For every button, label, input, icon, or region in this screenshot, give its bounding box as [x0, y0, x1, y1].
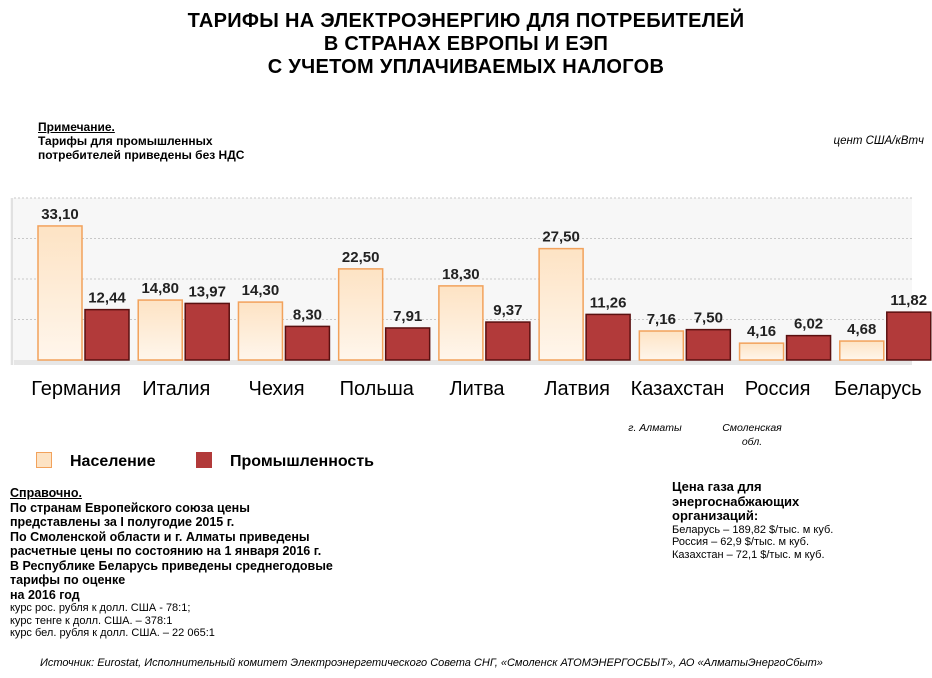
bar-industry-russia [785, 334, 832, 361]
category-label-italy: Италия [142, 378, 210, 400]
bar-population-kazakhstan [638, 330, 685, 361]
gas-heading-line: организаций: [672, 508, 759, 523]
value-label-industry-russia: 6,02 [794, 316, 823, 333]
reference-line: В Республике Беларусь приведены среднего… [10, 558, 333, 573]
reference-line: на 2016 год [10, 587, 80, 602]
reference-line: тарифы по оценке [10, 573, 126, 587]
bar-industry-poland [384, 327, 431, 361]
category-label-russia: Россия [745, 378, 811, 400]
value-label-population-belarus: 4,68 [847, 321, 876, 338]
bar-industry-lithuania [485, 321, 531, 361]
category-labels: Германия Италия Чехия Польша Литва Латвия Каза… [31, 378, 921, 400]
value-label-industry-poland: 7,91 [393, 308, 422, 325]
title-line-2: В СТРАНАХ ЕВРОПЫ И ЕЭП [323, 33, 609, 55]
value-label-population-kazakhstan: 7,16 [647, 311, 676, 328]
gas-prices: Цена газа для энергоснабжающих организац… [672, 479, 922, 561]
value-label-industry-italy: 13,97 [188, 283, 226, 300]
bar-population-poland [337, 268, 384, 361]
note-heading: Примечание. [38, 120, 115, 134]
value-label-population-germany: 33,10 [41, 206, 79, 223]
gas-heading-line: Цена газа для [672, 479, 762, 494]
legend-label-industry: Промышленность [230, 453, 374, 470]
legend-item-population: Население [36, 452, 156, 471]
category-label-poland: Польша [340, 378, 415, 400]
bar-population-russia [738, 342, 785, 361]
city-note-smolensk: Смоленская обл. [712, 421, 792, 449]
value-label-population-latvia: 27,50 [542, 229, 580, 246]
category-label-czechia: Чехия [249, 378, 305, 400]
category-label-germany: Германия [31, 378, 121, 400]
bars [37, 225, 932, 361]
reference-note: Справочно. По странам Европейского союза… [10, 486, 410, 640]
value-label-industry-kazakhstan: 7,50 [694, 310, 723, 327]
gas-heading-line: энергоснабжающих [672, 493, 800, 509]
value-label-industry-czechia: 8,30 [293, 306, 322, 323]
note-line-2: потребителей приведены без НДС [38, 148, 245, 162]
legend-item-industry: Промышленность [196, 452, 374, 471]
bar-population-germany [37, 225, 83, 361]
note-line-1: Тарифы для промышленных [38, 134, 213, 148]
bar-industry-italy [184, 302, 230, 361]
value-label-population-russia: 4,16 [747, 323, 776, 340]
value-label-population-lithuania: 18,30 [442, 266, 480, 283]
value-label-industry-lithuania: 9,37 [493, 302, 522, 319]
reference-line: представлены за I полугодие 2015 г. [10, 515, 235, 529]
plot-floor [14, 360, 912, 365]
exchange-rate: курс бел. рубля к долл. США. – 22 065:1 [10, 627, 215, 639]
bar-population-belarus [839, 340, 885, 361]
exchange-rate: курс тенге к долл. США. – 378:1 [10, 614, 173, 627]
bar-population-italy [137, 299, 183, 361]
reference-line: По странам Европейского союза цены [10, 500, 250, 515]
bar-industry-kazakhstan [685, 328, 732, 361]
value-label-industry-germany: 12,44 [88, 290, 126, 307]
gas-price-row: Беларусь – 189,82 $/тыс. м куб. [672, 523, 834, 536]
legend-label-population: Население [70, 453, 156, 470]
city-note-smolensk-line-2: обл. [741, 436, 763, 448]
reference-heading: Справочно. [10, 486, 82, 500]
chart-title: ТАРИФЫ НА ЭЛЕКТРОЭНЕРГИЮ ДЛЯ ПОТРЕБИТЕЛЕ… [0, 10, 932, 79]
note: Примечание. Тарифы для промышленных потр… [38, 120, 338, 162]
category-label-lithuania: Литва [450, 378, 506, 400]
bar-population-lithuania [438, 285, 484, 361]
value-label-population-poland: 22,50 [342, 249, 380, 266]
exchange-rate: курс рос. рубля к долл. США - 78:1; [10, 602, 191, 614]
category-label-kazakhstan: Казахстан [631, 378, 725, 400]
city-note-almaty: г. Алматы [628, 422, 682, 434]
gas-price-row: Казахстан – 72,1 $/тыс. м куб. [672, 548, 825, 561]
bar-industry-czechia [284, 325, 331, 361]
legend-swatch-industry [196, 452, 212, 468]
city-note-smolensk-line-1: Смоленская [722, 422, 782, 434]
value-labels: 33,10 12,44 14,80 13,97 14,30 8,30 22,50 7,91 18… [41, 206, 927, 340]
value-label-population-czechia: 14,30 [242, 282, 280, 299]
title-line-3: С УЧЕТОМ УПЛАЧИВАЕМЫХ НАЛОГОВ [267, 56, 665, 78]
bar-population-latvia [538, 247, 584, 361]
unit-label: цент США/кВтч [833, 135, 924, 147]
source-note: Источник: Eurostat, Исполнительный комит… [40, 657, 823, 669]
category-label-belarus: Беларусь [834, 378, 921, 400]
title-line-1: ТАРИФЫ НА ЭЛЕКТРОЭНЕРГИЮ ДЛЯ ПОТРЕБИТЕЛЕ… [187, 10, 745, 32]
value-label-population-italy: 14,80 [141, 280, 179, 297]
value-label-industry-latvia: 11,26 [590, 294, 627, 311]
bar-industry-belarus [886, 311, 932, 361]
value-label-industry-belarus: 11,82 [890, 292, 927, 309]
bar-industry-germany [84, 308, 130, 361]
bar-industry-latvia [585, 313, 631, 361]
reference-line: расчетные цены по состоянию на 1 января … [10, 544, 322, 558]
bar-population-czechia [237, 301, 284, 361]
gas-price-row: Россия – 62,9 $/тыс. м куб. [672, 536, 810, 548]
category-label-latvia: Латвия [544, 378, 610, 400]
reference-line: По Смоленской области и г. Алматы привед… [10, 529, 310, 544]
legend-swatch-population [36, 452, 52, 468]
bar-chart: 33,10 12,44 14,80 13,97 14,30 8,30 22,50 7,91 18… [10, 197, 932, 400]
